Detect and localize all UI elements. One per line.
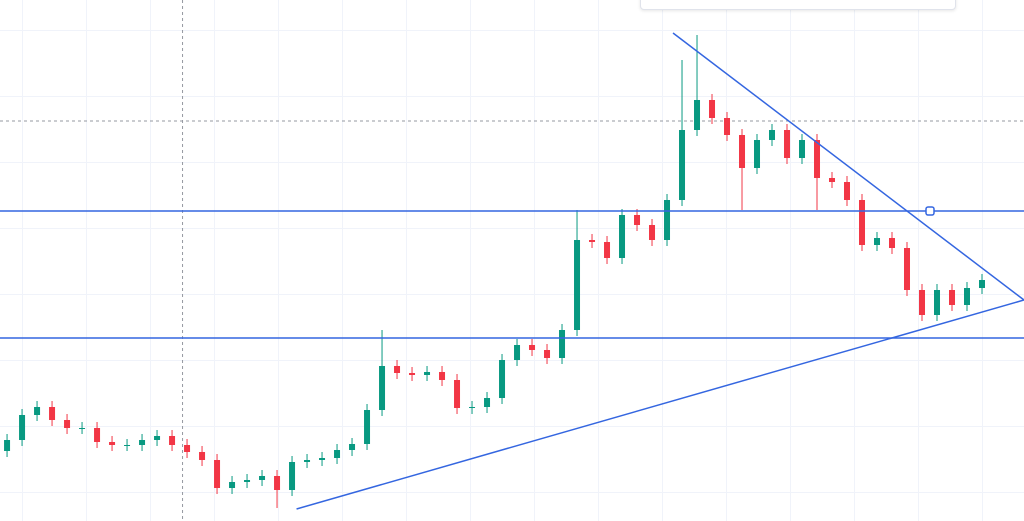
candle-body <box>799 140 806 158</box>
candle-body <box>214 460 221 488</box>
candle-body <box>469 407 476 408</box>
candle-body <box>829 178 836 182</box>
candle-body <box>874 238 881 245</box>
candle-body <box>19 415 26 440</box>
candle-body <box>679 130 686 200</box>
candle-body <box>499 360 506 398</box>
drawing-toolbar[interactable] <box>640 0 956 10</box>
candle-body <box>604 242 611 258</box>
candle-body <box>274 476 281 490</box>
candle-body <box>79 428 86 429</box>
candle-body <box>544 350 551 358</box>
candle-body <box>439 372 446 380</box>
candle-body <box>154 436 161 440</box>
candle-body <box>529 345 536 350</box>
candle-body <box>304 460 311 462</box>
candle-body <box>694 100 701 130</box>
trend-line <box>296 299 1024 510</box>
candle-body <box>859 200 866 245</box>
candle-body <box>244 480 251 482</box>
candle-body <box>559 330 566 358</box>
candle-body <box>649 225 656 240</box>
candle-body <box>949 290 956 305</box>
candle-body <box>379 366 386 410</box>
candle-body <box>919 290 926 315</box>
candle-body <box>454 380 461 408</box>
candle-body <box>199 452 206 460</box>
candle-body <box>739 135 746 168</box>
candle-body <box>589 240 596 242</box>
candle-body <box>934 290 941 315</box>
candle-body <box>889 238 896 248</box>
candle-body <box>514 345 521 360</box>
candle-body <box>334 450 341 458</box>
candle-body <box>784 130 791 158</box>
trend-line <box>672 32 1024 301</box>
candle-body <box>979 280 986 288</box>
candle-body <box>814 140 821 178</box>
candle-body <box>964 288 971 305</box>
candle-body <box>319 458 326 460</box>
candle-body <box>34 407 41 415</box>
candle-body <box>4 440 11 451</box>
candle-body <box>229 482 236 488</box>
candle-body <box>139 440 146 445</box>
candle-body <box>49 407 56 420</box>
candle-body <box>904 248 911 290</box>
candle-body <box>289 462 296 490</box>
candle-body <box>64 420 71 428</box>
candle-body <box>844 182 851 200</box>
candle-body <box>424 372 431 375</box>
candle-body <box>754 140 761 168</box>
candle-body <box>619 215 626 258</box>
candle-body <box>574 240 581 330</box>
line-handle <box>925 206 935 216</box>
candle-body <box>109 442 116 445</box>
candle-body <box>184 445 191 452</box>
candle-body <box>664 200 671 240</box>
candle-body <box>709 100 716 118</box>
candle-body <box>769 130 776 140</box>
candle-body <box>724 118 731 135</box>
candle-body <box>94 428 101 442</box>
candle-body <box>409 373 416 375</box>
candle-body <box>124 445 131 446</box>
candle-body <box>364 410 371 444</box>
candle-body <box>349 444 356 450</box>
candle-body <box>484 398 491 407</box>
candle-body <box>394 366 401 373</box>
candle-body <box>169 436 176 445</box>
candle-body <box>259 476 266 480</box>
candle-body <box>634 215 641 225</box>
